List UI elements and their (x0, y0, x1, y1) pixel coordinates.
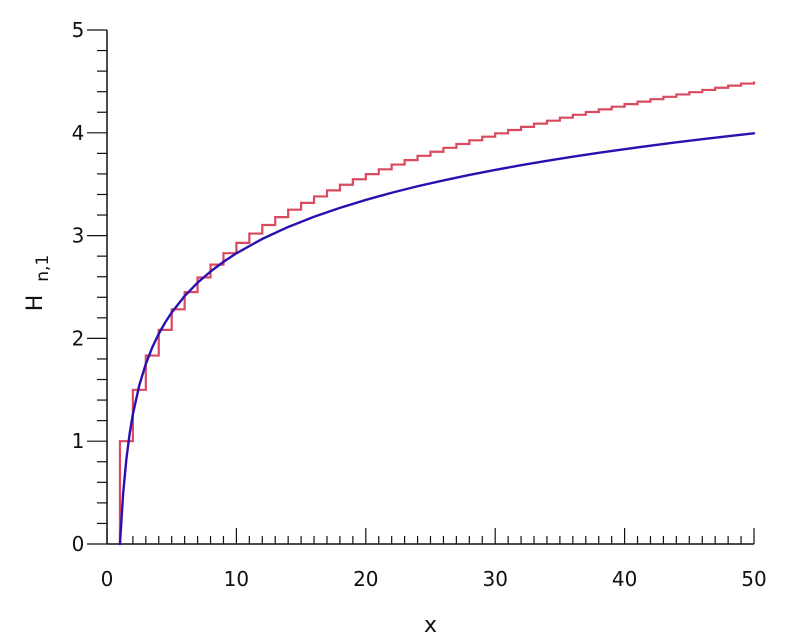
y-tick-label: 0 (72, 532, 85, 556)
x-tick-label: 10 (224, 567, 249, 591)
y-tick-label: 1 (72, 429, 85, 453)
y-tick-label: 5 (72, 18, 85, 42)
x-axis-label: x (424, 613, 437, 638)
y-axis-label-subscript: n,1 (33, 255, 53, 282)
x-tick-label: 30 (482, 567, 507, 591)
series-layer (118, 81, 756, 546)
x-tick-label: 50 (741, 567, 766, 591)
x-tick-label: 0 (101, 567, 114, 591)
series-step-line (118, 81, 756, 544)
y-axis-label: H n,1 (23, 255, 53, 312)
axes (106, 30, 754, 545)
y-axis-label-main: H (23, 295, 48, 312)
x-ticks: 0 10 20 30 40 50 (101, 528, 767, 591)
x-tick-label: 20 (353, 567, 378, 591)
x-tick-label: 40 (612, 567, 637, 591)
y-tick-label: 4 (72, 121, 85, 145)
y-tick-label: 2 (72, 326, 85, 350)
series-smooth-line (118, 132, 756, 546)
y-tick-label: 3 (72, 224, 85, 248)
y-ticks: 0 1 2 3 4 5 (72, 18, 107, 556)
